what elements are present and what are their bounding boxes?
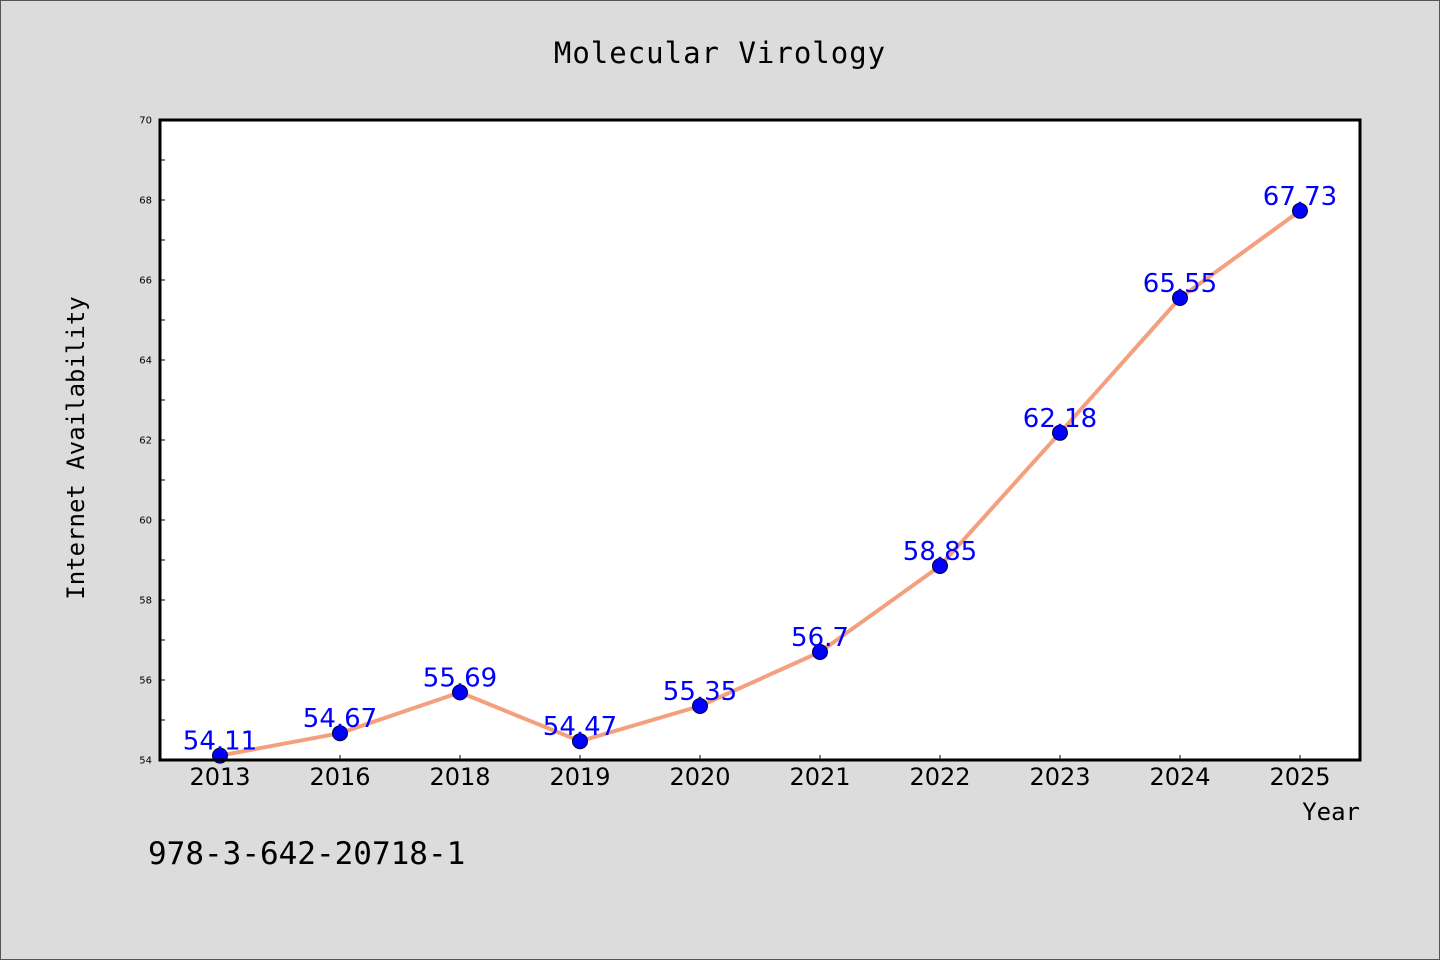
y-tick-label: 60 xyxy=(139,516,152,527)
series-group xyxy=(212,202,1308,764)
y-tick-label: 58 xyxy=(139,596,152,607)
x-tick-label: 2018 xyxy=(429,763,490,791)
x-tick-label: 2022 xyxy=(909,763,970,791)
x-axis-ticks: 2013 2016 2018 2019 2020 2021 2022 2023 2024 2025 xyxy=(189,755,1331,791)
x-tick-label: 2013 xyxy=(189,763,250,791)
x-tick-label: 2019 xyxy=(549,763,610,791)
data-label: 54.47 xyxy=(543,712,617,742)
y-tick-label: 66 xyxy=(139,276,152,287)
data-label: 58.85 xyxy=(903,537,977,567)
y-tick-label: 62 xyxy=(139,436,152,447)
data-point xyxy=(932,558,948,574)
data-point xyxy=(452,684,468,701)
data-label: 67.73 xyxy=(1263,182,1337,212)
data-label: 55.35 xyxy=(663,677,737,707)
chart-title: Molecular Virology xyxy=(554,36,886,70)
data-point xyxy=(332,725,348,742)
data-point xyxy=(572,733,588,750)
x-tick-label: 2020 xyxy=(669,763,730,791)
y-tick-label: 54 xyxy=(139,756,152,767)
y-tick-label: 70 xyxy=(139,116,152,127)
x-tick-label: 2023 xyxy=(1029,763,1090,791)
data-label: 56.7 xyxy=(791,623,849,653)
data-label: 54.11 xyxy=(183,727,257,757)
y-tick-label: 64 xyxy=(139,356,152,367)
data-label: 55.69 xyxy=(423,663,497,693)
data-point xyxy=(692,698,708,714)
data-point xyxy=(1052,424,1068,441)
y-tick-label: 56 xyxy=(139,676,152,687)
data-point xyxy=(1172,290,1188,306)
data-label: 54.67 xyxy=(303,704,377,734)
x-tick-label: 2021 xyxy=(789,763,850,791)
x-tick-label: 2024 xyxy=(1149,763,1210,791)
data-labels: 54.11 54.67 55.69 54.47 55.35 56.7 58.85 62.18 6… xyxy=(183,182,1337,757)
y-axis-ticks: 54 56 58 60 62 64 66 68 70 xyxy=(139,116,165,767)
y-tick-label: 68 xyxy=(139,196,152,207)
x-tick-label: 2025 xyxy=(1269,763,1330,791)
data-point xyxy=(1292,202,1308,219)
x-axis-label: Year xyxy=(1302,798,1360,826)
data-label: 62.18 xyxy=(1023,404,1097,434)
isbn-footnote: 978-3-642-20718-1 xyxy=(148,836,465,872)
data-point xyxy=(812,644,828,660)
data-label: 65.55 xyxy=(1143,269,1217,299)
x-tick-label: 2016 xyxy=(309,763,370,791)
y-axis-label: Internet Availability xyxy=(62,296,90,599)
plot-area xyxy=(160,120,1360,760)
plot-border xyxy=(158,118,1362,762)
series-line xyxy=(218,208,1302,758)
